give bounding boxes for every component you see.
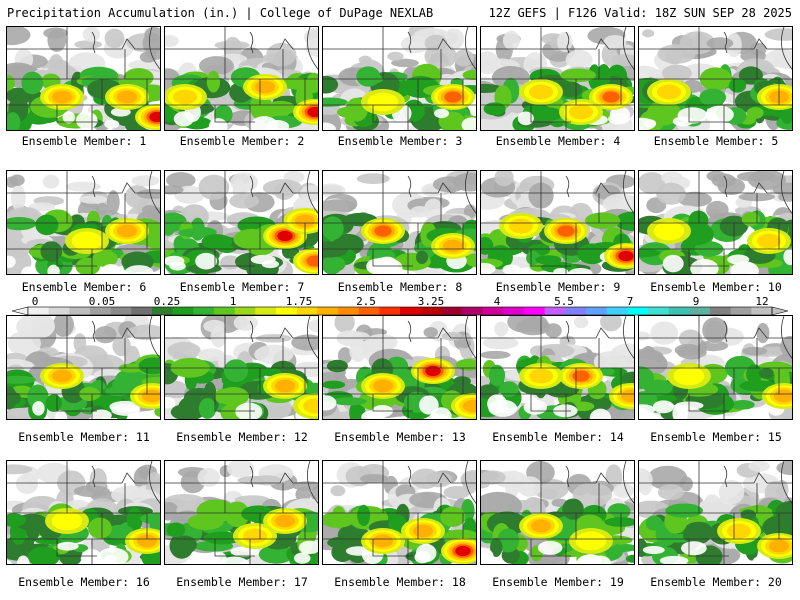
ensemble-member-map: [638, 315, 793, 420]
colorbar-swatch: [28, 307, 49, 315]
colorbar-swatch: [648, 307, 669, 315]
colorbar-tick-label: 1: [230, 295, 237, 308]
ensemble-member-map: [322, 26, 477, 131]
colorbar-swatch: [90, 307, 111, 315]
ensemble-member-caption: Ensemble Member: 1: [21, 134, 147, 148]
ensemble-member-map: [638, 26, 793, 131]
map-title: Precipitation Accumulation (in.) | Colle…: [7, 6, 434, 20]
colorbar-swatch: [193, 307, 215, 315]
colorbar-tick-label: 12: [755, 295, 768, 308]
ensemble-member-map: [322, 315, 477, 420]
colorbar-swatch: [131, 307, 153, 315]
ensemble-member-caption: Ensemble Member: 5: [653, 134, 779, 148]
ensemble-member-map: [638, 460, 793, 565]
ensemble-member-map: [6, 170, 161, 275]
colorbar-right-arrow: [771, 306, 789, 316]
colorbar-swatch: [462, 307, 483, 315]
colorbar-tick-label: 3.25: [418, 295, 445, 308]
colorbar-swatch: [606, 307, 628, 315]
colorbar-swatch: [544, 307, 566, 315]
ensemble-member-caption: Ensemble Member: 3: [337, 134, 463, 148]
colorbar-swatch: [668, 307, 690, 315]
colorbar-swatch: [110, 307, 132, 315]
colorbar-tick-label: 2.5: [356, 295, 376, 308]
ensemble-member-map: [638, 170, 793, 275]
ensemble-member-caption: Ensemble Member: 20: [650, 575, 782, 589]
colorbar-swatch: [482, 307, 504, 315]
colorbar-tick-label: 4: [494, 295, 501, 308]
colorbar-left-arrow: [11, 306, 29, 316]
ensemble-member-caption: Ensemble Member: 11: [18, 430, 150, 444]
ensemble-member-caption: Ensemble Member: 17: [176, 575, 308, 589]
colorbar-swatch: [565, 307, 587, 315]
ensemble-member-caption: Ensemble Member: 2: [179, 134, 305, 148]
colorbar-swatch: [296, 307, 318, 315]
ensemble-member-caption: Ensemble Member: 4: [495, 134, 621, 148]
colorbar-swatch: [234, 307, 256, 315]
colorbar-tick-label: 0.05: [89, 295, 116, 308]
colorbar-swatch: [710, 307, 731, 315]
ensemble-member-caption: Ensemble Member: 15: [650, 430, 782, 444]
colorbar-swatch: [48, 307, 70, 315]
ensemble-member-caption: Ensemble Member: 7: [179, 280, 305, 294]
ensemble-member-caption: Ensemble Member: 9: [495, 280, 621, 294]
ensemble-member-caption: Ensemble Member: 18: [334, 575, 466, 589]
ensemble-member-map: [480, 170, 635, 275]
colorbar-swatch: [172, 307, 194, 315]
ensemble-member-map: [6, 460, 161, 565]
ensemble-member-map: [480, 315, 635, 420]
colorbar-swatch: [255, 307, 277, 315]
ensemble-member-caption: Ensemble Member: 14: [492, 430, 624, 444]
colorbar-swatch: [276, 307, 297, 315]
colorbar-tick-label: 9: [693, 295, 700, 308]
ensemble-member-caption: Ensemble Member: 8: [337, 280, 463, 294]
colorbar-swatch: [317, 307, 339, 315]
colorbar-swatch: [441, 307, 463, 315]
colorbar-swatch: [338, 307, 359, 315]
ensemble-member-map: [322, 170, 477, 275]
run-info: 12Z GEFS | F126 Valid: 18Z SUN SEP 28 20…: [488, 6, 792, 20]
colorbar-swatch: [503, 307, 525, 315]
ensemble-member-map: [164, 170, 319, 275]
colorbar-swatch: [400, 307, 421, 315]
ensemble-member-caption: Ensemble Member: 12: [176, 430, 308, 444]
ensemble-member-caption: Ensemble Member: 6: [21, 280, 147, 294]
ensemble-member-caption: Ensemble Member: 13: [334, 430, 466, 444]
colorbar-swatch: [214, 307, 235, 315]
colorbar-swatch: [152, 307, 173, 315]
colorbar-swatch: [751, 307, 773, 315]
ensemble-member-caption: Ensemble Member: 19: [492, 575, 624, 589]
ensemble-member-map: [6, 315, 161, 420]
colorbar-tick-label: 0.25: [154, 295, 181, 308]
ensemble-member-map: [6, 26, 161, 131]
ensemble-member-map: [480, 460, 635, 565]
ensemble-member-map: [480, 26, 635, 131]
colorbar-swatch: [379, 307, 401, 315]
ensemble-member-map: [164, 460, 319, 565]
ensemble-member-map: [164, 26, 319, 131]
colorbar-legend: 0 0.05 0.25 1 1.75 2.5 3.25 4 5.5 7 9 12: [11, 295, 789, 316]
ensemble-member-map: [322, 460, 477, 565]
colorbar-swatch: [524, 307, 545, 315]
colorbar-swatch: [586, 307, 607, 315]
colorbar-swatch: [420, 307, 442, 315]
colorbar-tick-label: 5.5: [554, 295, 574, 308]
colorbar-swatch: [689, 307, 711, 315]
colorbar-tick-label: 0: [32, 295, 39, 308]
colorbar-tick-label: 7: [627, 295, 634, 308]
ensemble-member-caption: Ensemble Member: 10: [650, 280, 782, 294]
colorbar-swatch: [730, 307, 752, 315]
colorbar-swatch: [69, 307, 91, 315]
colorbar-tick-label: 1.75: [286, 295, 313, 308]
colorbar-swatch: [358, 307, 380, 315]
ensemble-member-map: [164, 315, 319, 420]
ensemble-member-caption: Ensemble Member: 16: [18, 575, 150, 589]
colorbar-swatch: [627, 307, 649, 315]
